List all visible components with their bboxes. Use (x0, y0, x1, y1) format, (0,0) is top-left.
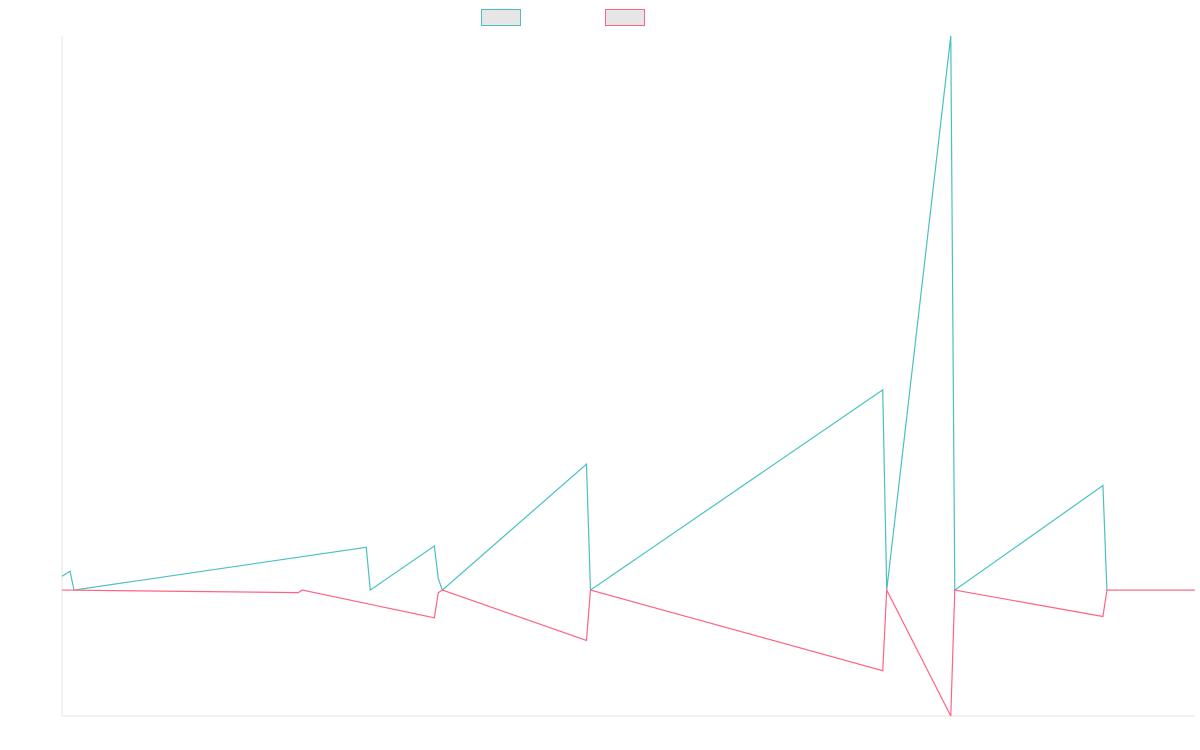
legend-swatch-2[interactable] (605, 9, 645, 26)
legend-swatch-1[interactable] (481, 9, 521, 26)
series-line-1 (61, 35, 1195, 592)
axes (61, 36, 1195, 717)
series-layer (61, 35, 1195, 717)
series-line-2 (61, 587, 1195, 717)
legend (481, 9, 645, 26)
